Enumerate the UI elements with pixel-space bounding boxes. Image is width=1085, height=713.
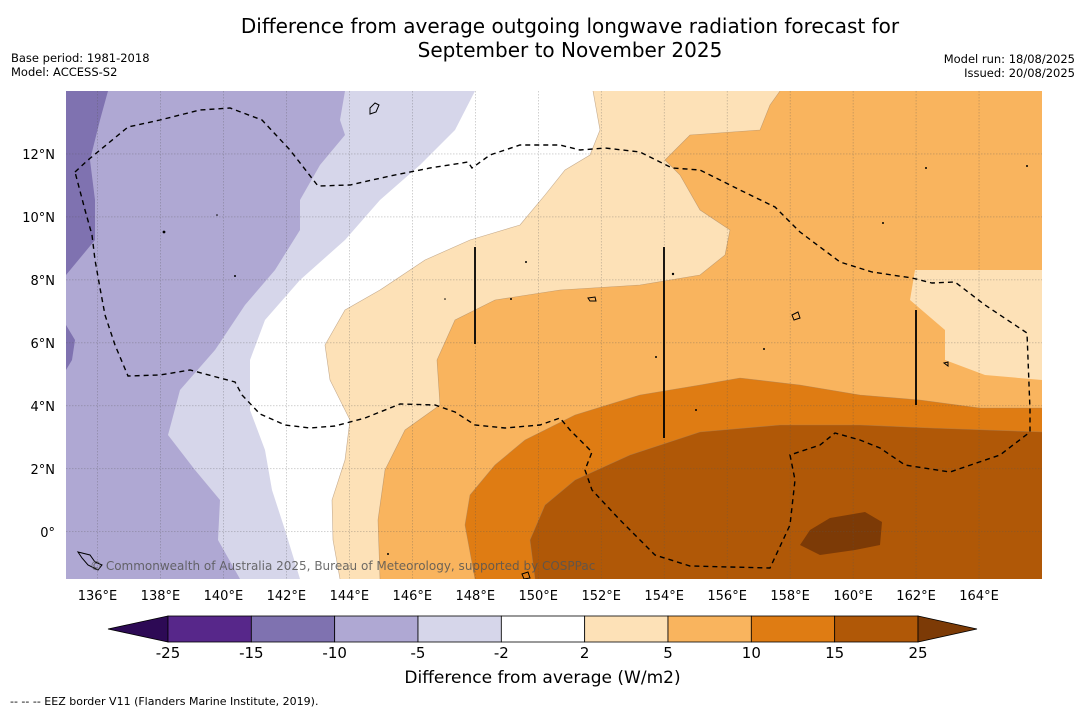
colorbar-tick-label: -15 xyxy=(239,644,264,662)
x-tick-label: 164°E xyxy=(959,589,999,604)
y-tick-label: 4°N xyxy=(31,400,56,415)
colorbar-tick-label: -25 xyxy=(156,644,181,662)
meta-right: Model run: 18/08/2025 Issued: 20/08/2025 xyxy=(944,52,1075,80)
colorbar-tick-label: 10 xyxy=(742,644,761,662)
y-tick-label: 0° xyxy=(40,526,55,541)
eez-border xyxy=(74,107,1031,569)
model-run-text: Model run: 18/08/2025 xyxy=(943,52,1075,66)
colorbar-segment xyxy=(334,615,419,643)
x-tick-label: 142°E xyxy=(267,589,307,604)
x-tick-label: 156°E xyxy=(707,589,747,604)
colorbar-segment xyxy=(667,615,752,643)
model-text: Model: ACCESS-S2 xyxy=(11,65,118,79)
colorbar-tick-label: -10 xyxy=(322,644,347,662)
y-tick-label: 6°N xyxy=(31,337,56,352)
band-minus-15-west xyxy=(66,325,75,370)
x-tick-label: 144°E xyxy=(330,589,370,604)
band-plus-25 xyxy=(800,512,882,555)
colorbar: -25 -15 -10 -5 -2 2 5 10 15 25 xyxy=(107,615,978,662)
y-tick-label: 12°N xyxy=(22,148,55,163)
x-tick-label: 146°E xyxy=(393,589,433,604)
map-title: Difference from average outgoing longwav… xyxy=(170,14,970,62)
colorbar-segment xyxy=(750,615,836,643)
title-line-1: Difference from average outgoing longwav… xyxy=(240,14,900,38)
island-chains xyxy=(474,247,917,438)
title-line-2: September to November 2025 xyxy=(417,38,723,62)
colorbar-segment xyxy=(584,615,669,643)
x-tick-label: 148°E xyxy=(456,589,496,604)
x-tick-label: 140°E xyxy=(204,589,244,604)
eez-footnote: -- -- -- EEZ border V11 (Flanders Marine… xyxy=(10,695,319,708)
y-tick-label: 2°N xyxy=(31,463,56,478)
colorbar-extend-high xyxy=(917,615,978,643)
band-plus-15 xyxy=(530,425,1042,579)
colorbar-tick-label: -2 xyxy=(494,644,509,662)
colorbar-segment xyxy=(834,615,919,643)
band-minus-10 xyxy=(66,91,345,579)
meta-left: Base period: 1981-2018 Model: ACCESS-S2 xyxy=(11,51,150,79)
colorbar-segment xyxy=(250,615,336,643)
colorbar-extend-low xyxy=(107,615,169,643)
colorbar-segment xyxy=(500,615,586,643)
islands xyxy=(76,102,949,579)
x-tick-label: 138°E xyxy=(141,589,181,604)
x-tick-label: 158°E xyxy=(770,589,810,604)
colorbar-tick-label: 2 xyxy=(580,644,590,662)
issued-text: Issued: 20/08/2025 xyxy=(964,66,1075,80)
small-islands xyxy=(162,165,1028,555)
forecast-map-field xyxy=(66,91,1042,579)
x-tick-label: 150°E xyxy=(518,589,558,604)
colorbar-tick-label: 5 xyxy=(663,644,673,662)
x-tick-label: 160°E xyxy=(833,589,873,604)
colorbar-title: Difference from average (W/m2) xyxy=(404,668,681,688)
colorbar-tick-label: 15 xyxy=(825,644,844,662)
x-axis: 136°E 138°E 140°E 142°E 144°E 146°E 148°E 150°E… xyxy=(78,589,999,604)
x-tick-label: 152°E xyxy=(581,589,621,604)
y-axis: 12°N 10°N 8°N 6°N 4°N 2°N 0° xyxy=(22,148,55,541)
colorbar-tick-label: -5 xyxy=(411,644,426,662)
x-tick-label: 162°E xyxy=(896,589,936,604)
colorbar-segment xyxy=(417,615,502,643)
base-period-text: Base period: 1981-2018 xyxy=(11,51,150,65)
band-minus-15-top xyxy=(66,91,108,275)
colorbar-tick-label: 25 xyxy=(908,644,927,662)
y-tick-label: 10°N xyxy=(22,211,55,226)
colorbar-segment xyxy=(167,615,252,643)
copyright-text: © Commonwealth of Australia 2025, Bureau… xyxy=(90,559,595,573)
x-tick-label: 136°E xyxy=(78,589,118,604)
y-tick-label: 8°N xyxy=(31,274,56,289)
x-tick-label: 154°E xyxy=(644,589,684,604)
